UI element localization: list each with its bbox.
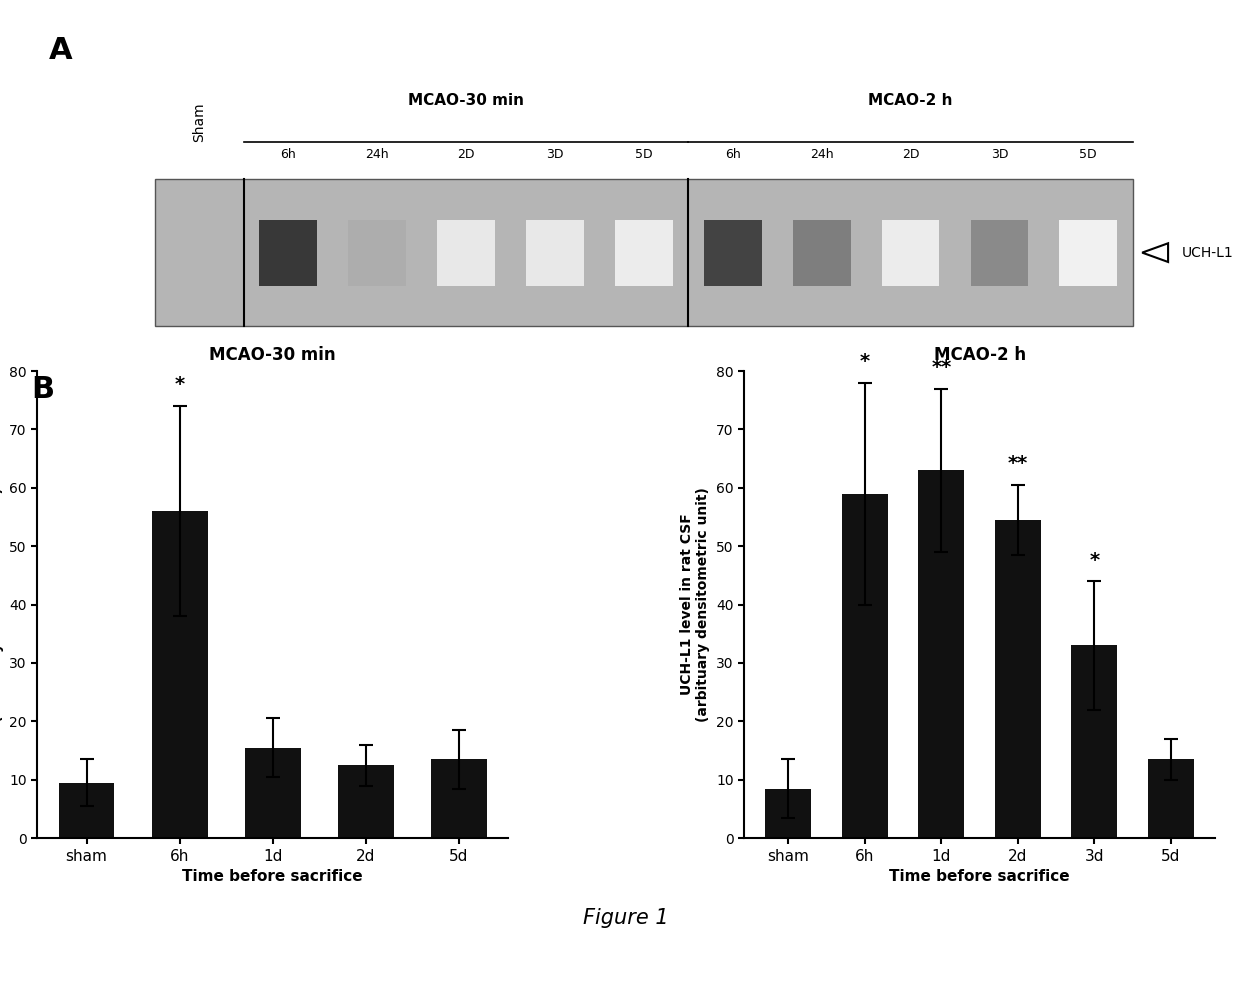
Text: MCAO-30 min: MCAO-30 min [408, 93, 525, 108]
Bar [919, 471, 965, 838]
Bar [58, 782, 114, 838]
Bar [765, 788, 811, 838]
Text: 24h: 24h [366, 148, 389, 161]
Text: 2D: 2D [458, 148, 475, 161]
Bar [994, 519, 1040, 838]
Text: 2D: 2D [901, 148, 919, 161]
Text: 5D: 5D [1080, 148, 1097, 161]
X-axis label: Time before sacrifice: Time before sacrifice [889, 869, 1070, 884]
Bar [438, 220, 495, 286]
Title: MCAO-2 h: MCAO-2 h [934, 346, 1025, 364]
Text: UCH-L1: UCH-L1 [1182, 246, 1234, 260]
Bar [259, 220, 317, 286]
Text: 24h: 24h [810, 148, 833, 161]
Text: *: * [1089, 550, 1100, 569]
Text: B: B [31, 375, 55, 404]
Bar [155, 180, 1133, 326]
Bar [615, 220, 673, 286]
Bar [348, 220, 407, 286]
Text: Sham: Sham [192, 103, 206, 142]
Bar [151, 511, 207, 838]
Text: *: * [175, 376, 185, 395]
Bar [432, 759, 487, 838]
Text: 6h: 6h [725, 148, 740, 161]
Text: 3D: 3D [991, 148, 1008, 161]
Bar [882, 220, 940, 286]
Bar [971, 220, 1028, 286]
Bar [339, 765, 394, 838]
Bar [1059, 220, 1117, 286]
Bar [704, 220, 761, 286]
Bar [244, 747, 301, 838]
Bar [1071, 645, 1117, 838]
Text: MCAO-2 h: MCAO-2 h [868, 93, 952, 108]
Title: MCAO-30 min: MCAO-30 min [210, 346, 336, 364]
Bar [842, 494, 888, 838]
X-axis label: Time before sacrifice: Time before sacrifice [182, 869, 363, 884]
Text: **: ** [1008, 455, 1028, 474]
Y-axis label: UCH-L1 level in rat CSF
(arbituary densitometric unit): UCH-L1 level in rat CSF (arbituary densi… [0, 488, 4, 722]
Bar [792, 220, 851, 286]
Text: 3D: 3D [547, 148, 564, 161]
Text: 5D: 5D [635, 148, 652, 161]
Text: Figure 1: Figure 1 [583, 908, 670, 928]
Text: **: ** [931, 358, 951, 377]
Bar [1148, 759, 1194, 838]
Text: 6h: 6h [280, 148, 296, 161]
Bar [526, 220, 584, 286]
Text: A: A [50, 36, 73, 65]
Text: *: * [859, 352, 870, 371]
Y-axis label: UCH-L1 level in rat CSF
(arbituary densitometric unit): UCH-L1 level in rat CSF (arbituary densi… [681, 488, 711, 722]
